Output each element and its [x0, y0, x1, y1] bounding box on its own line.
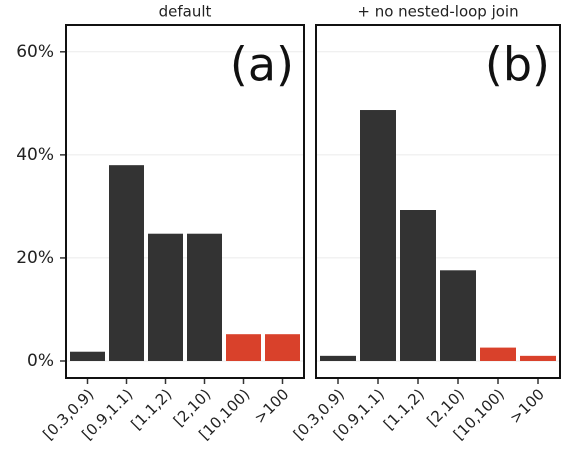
bar — [226, 334, 261, 361]
bar — [440, 270, 476, 361]
bar — [320, 355, 356, 361]
y-tick-label: 60% — [16, 42, 54, 62]
y-tick-label: 40% — [16, 145, 54, 165]
bar — [70, 351, 105, 361]
bar — [520, 355, 556, 361]
panel-annotation: (a) — [230, 38, 294, 92]
panel-border — [315, 24, 561, 379]
y-tick-label: 20% — [16, 248, 54, 268]
bar — [109, 165, 144, 361]
bar — [148, 233, 183, 361]
bar — [360, 110, 396, 361]
bar — [187, 233, 222, 361]
bar — [265, 334, 300, 361]
panel-border — [65, 24, 305, 379]
panel-title: + no nested-loop join — [357, 3, 518, 21]
y-tick-label: 0% — [27, 351, 54, 371]
x-tick-label: >100 — [251, 385, 293, 427]
x-tick-label: [1.1,2) — [128, 385, 176, 433]
x-tick-label: >100 — [506, 385, 548, 427]
bar — [480, 347, 516, 361]
panel-title: default — [159, 3, 212, 21]
panel-annotation: (b) — [485, 38, 550, 92]
x-tick-label: [1.1,2) — [380, 385, 428, 433]
bar — [400, 210, 436, 361]
